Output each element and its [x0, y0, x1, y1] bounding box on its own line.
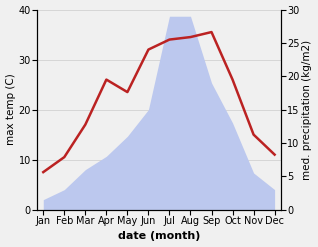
Y-axis label: med. precipitation (kg/m2): med. precipitation (kg/m2): [302, 40, 313, 180]
Y-axis label: max temp (C): max temp (C): [5, 74, 16, 145]
X-axis label: date (month): date (month): [118, 231, 200, 242]
